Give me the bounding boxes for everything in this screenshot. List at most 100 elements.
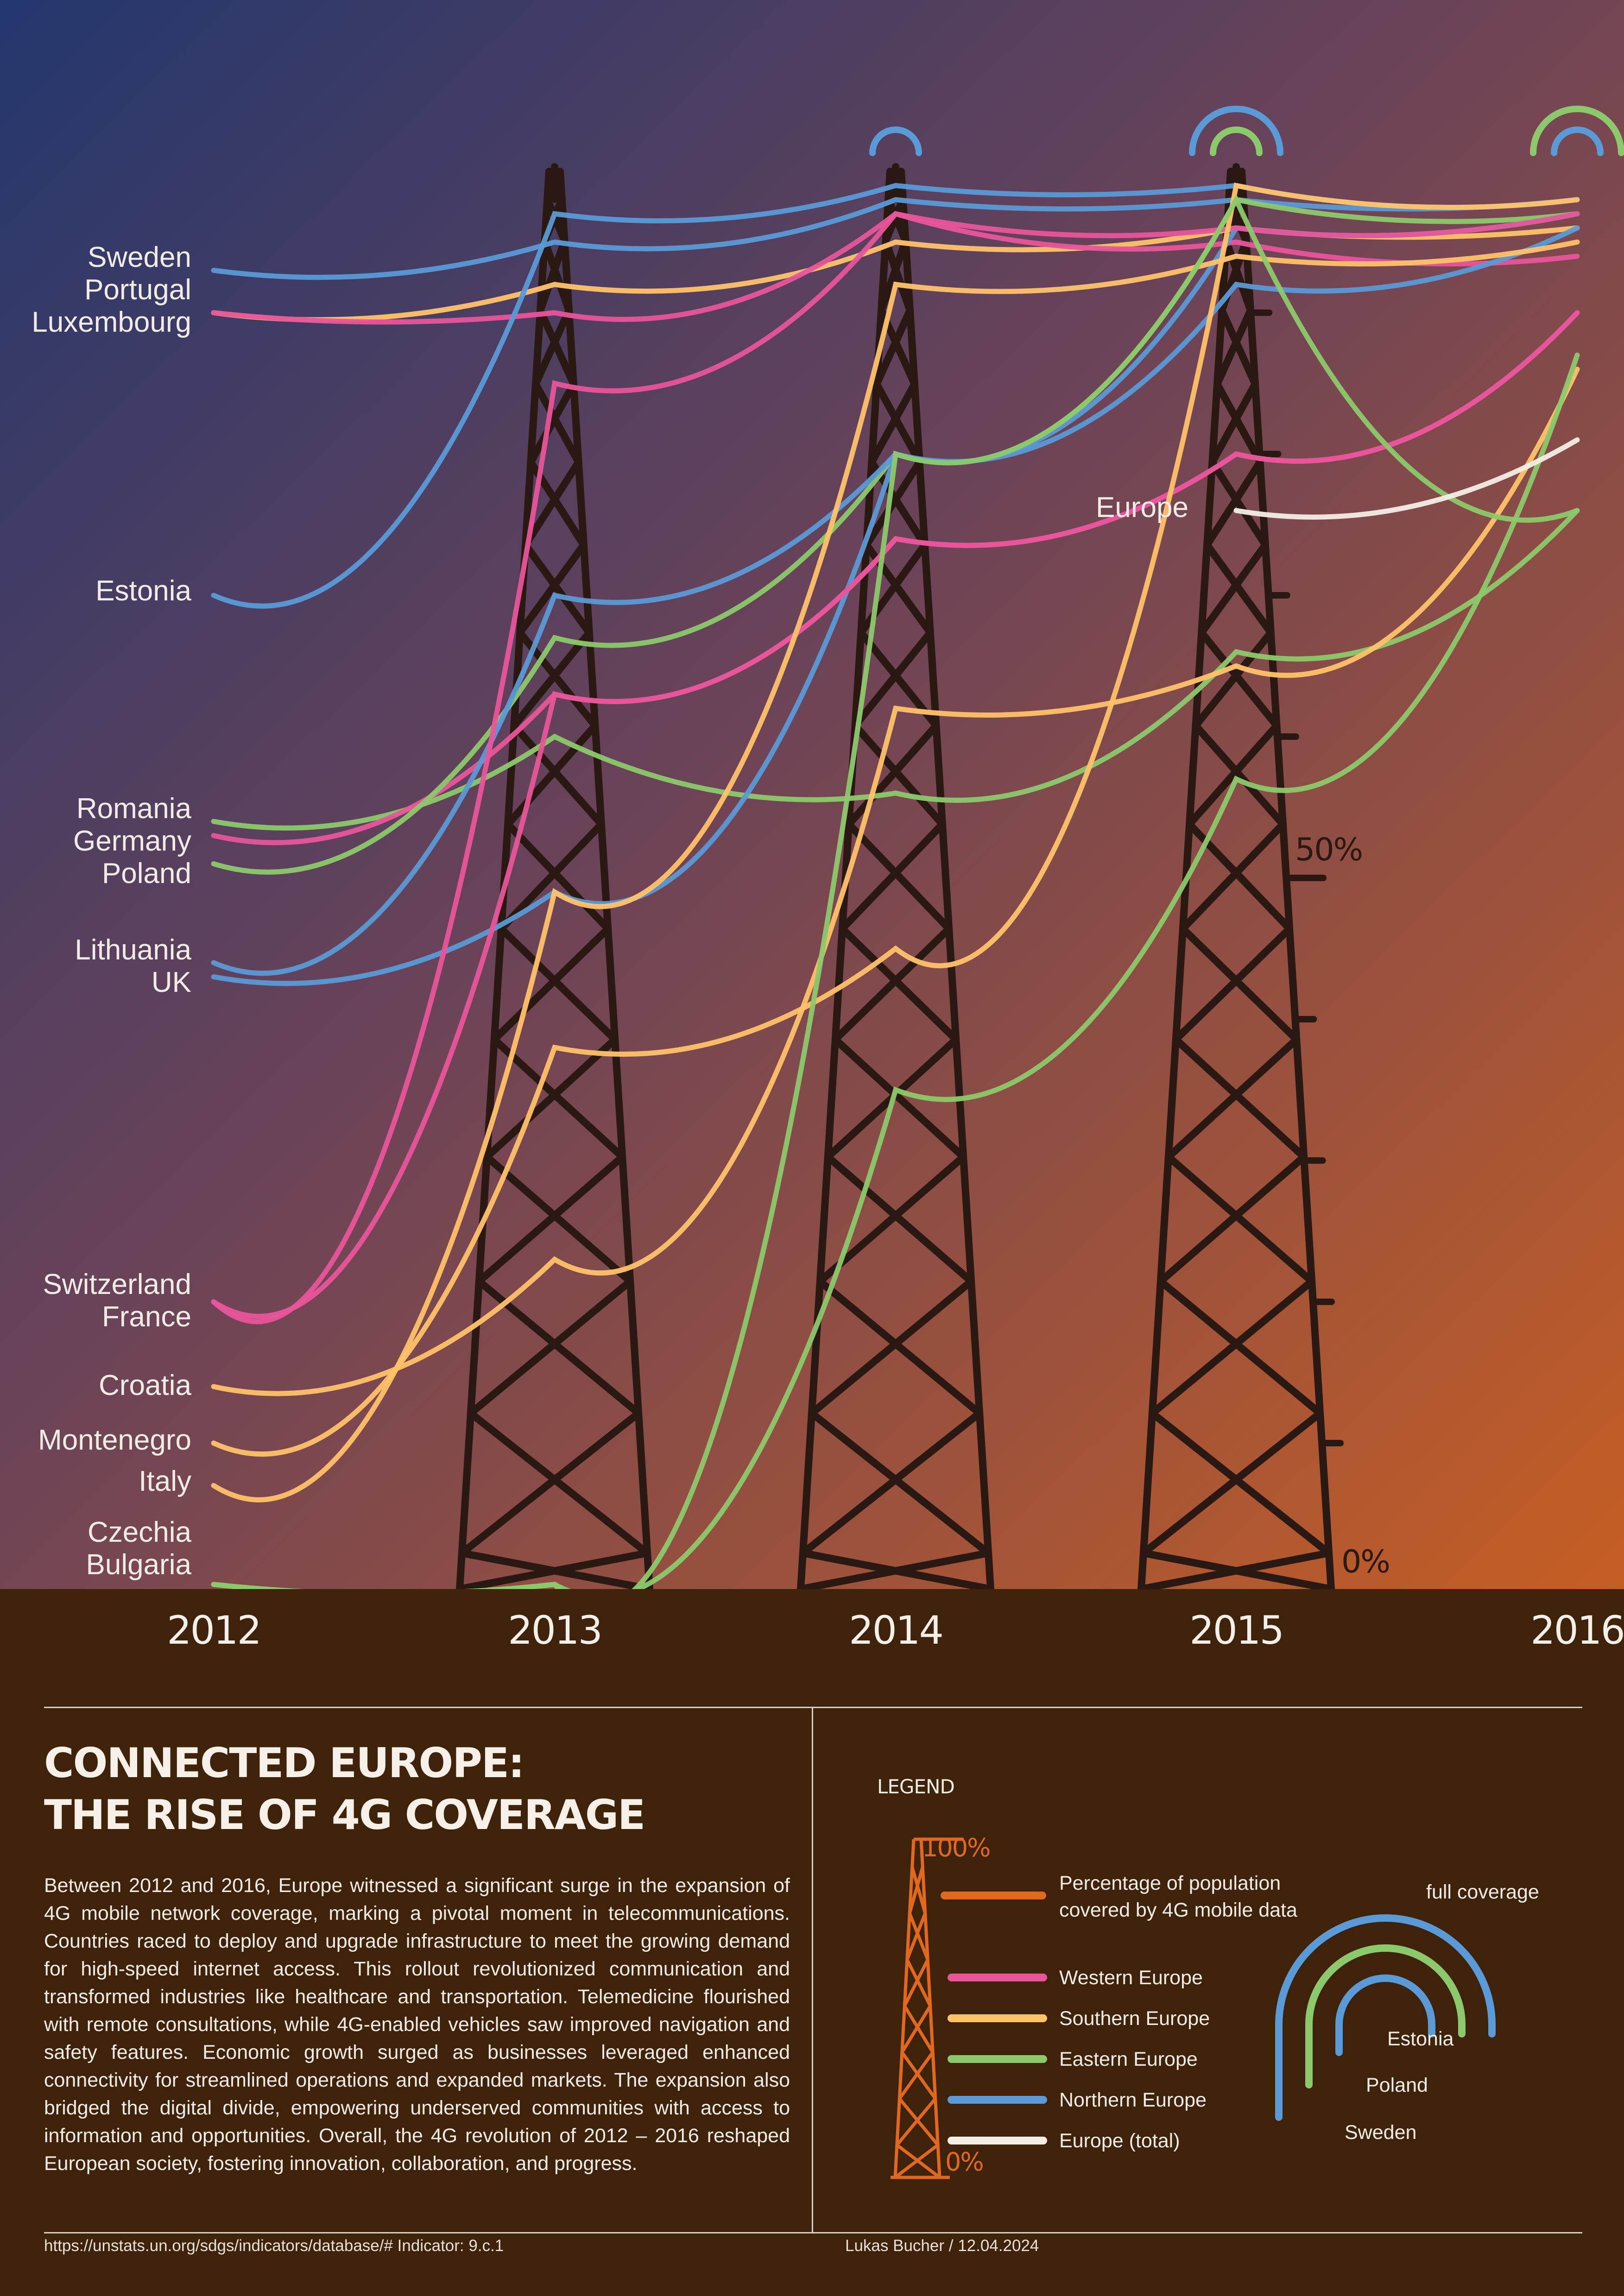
tower-brace bbox=[1203, 541, 1275, 637]
country-label-uk: UK bbox=[151, 966, 191, 998]
legend-tower-swatch bbox=[941, 1892, 1046, 1899]
tower-brace bbox=[873, 380, 923, 466]
coverage-arc-2016 bbox=[1530, 106, 1624, 156]
country-label-montenegro: Montenegro bbox=[38, 1424, 191, 1456]
tower-brace bbox=[1179, 820, 1287, 933]
panel-top-rule bbox=[44, 1707, 1582, 1708]
series-line-europe bbox=[1233, 437, 1580, 520]
legend-tower-brace bbox=[905, 1912, 927, 1961]
country-label-lithuania: Lithuania bbox=[75, 934, 191, 966]
tower-brace bbox=[1172, 1035, 1308, 1161]
tower-brace bbox=[1192, 722, 1287, 828]
tower-brace bbox=[510, 629, 593, 730]
series-line-croatia bbox=[211, 366, 1580, 1396]
legend-tower-brace bbox=[896, 2097, 937, 2146]
legend-tower-icon bbox=[891, 1837, 964, 2179]
series-line-france bbox=[211, 310, 1580, 1319]
description-text: Between 2012 and 2016, Europe witnessed … bbox=[44, 1874, 790, 2175]
tower-brace bbox=[831, 1035, 967, 1161]
tower-brace bbox=[504, 820, 612, 933]
series-lines bbox=[211, 182, 1580, 1589]
footer-source: https://unstats.un.org/sdgs/indicators/d… bbox=[44, 2237, 504, 2255]
footer-author: Lukas Bucher / 12.04.2024 bbox=[845, 2237, 1039, 2255]
legend-tower-brace bbox=[905, 1959, 932, 2007]
legend-tower-caption-1: Percentage of population bbox=[1059, 1872, 1281, 1894]
tower-brace bbox=[1213, 380, 1264, 466]
tower-brace bbox=[799, 1409, 984, 1557]
tower-brace bbox=[1198, 541, 1269, 637]
tower-brace bbox=[532, 307, 573, 388]
legend-swatch-northern-europe bbox=[948, 2096, 1047, 2104]
y-tick-label-50: 50% bbox=[1295, 832, 1363, 868]
legend-arc-poland bbox=[1305, 1944, 1466, 2088]
legend-arc-label-estonia: Estonia bbox=[1387, 2028, 1454, 2050]
tower-brace bbox=[824, 1153, 975, 1285]
country-label-romania: Romania bbox=[76, 793, 191, 825]
series-line-italy bbox=[211, 240, 1580, 1502]
tower-brace bbox=[1179, 925, 1301, 1043]
country-label-bulgaria: Bulgaria bbox=[86, 1549, 191, 1581]
tower-brace bbox=[504, 722, 599, 828]
coverage-arc-2016 bbox=[1551, 126, 1604, 156]
legend-label-eastern-europe: Eastern Europe bbox=[1059, 2048, 1198, 2070]
legend-swatch-southern-europe bbox=[948, 2014, 1047, 2022]
legend-arc-label-poland: Poland bbox=[1366, 2074, 1428, 2096]
y-axis-ticks bbox=[1247, 309, 1344, 1446]
legend-full-coverage-label: full coverage bbox=[1426, 1881, 1539, 1903]
tower-brace bbox=[1156, 1277, 1324, 1417]
tower-brace bbox=[475, 1153, 626, 1285]
tower-leg-right bbox=[556, 168, 653, 1589]
tower-brace bbox=[516, 541, 588, 637]
tower-brace bbox=[797, 1549, 992, 1589]
pylon-tower-1 bbox=[456, 163, 653, 1589]
legend-arc-label-sweden: Sweden bbox=[1345, 2121, 1417, 2144]
legend-title: LEGEND bbox=[877, 1775, 955, 1798]
legend-graphics bbox=[891, 1837, 1496, 2179]
tower-brace bbox=[838, 820, 946, 933]
series-line-romania bbox=[211, 508, 1580, 831]
tower-brace bbox=[882, 196, 907, 245]
legend-tower-brace bbox=[908, 1912, 929, 1961]
x-tick-label-2012: 2012 bbox=[167, 1608, 262, 1653]
tower-brace bbox=[483, 1153, 634, 1285]
series-line-czechia bbox=[211, 353, 1580, 1589]
x-tick-label-2013: 2013 bbox=[508, 1608, 603, 1653]
coverage-arc-2015 bbox=[1189, 106, 1283, 156]
legend-arc-sweden bbox=[1275, 1914, 1496, 2121]
legend-tower-brace bbox=[903, 2005, 935, 2053]
legend-arc-icon bbox=[1275, 1914, 1496, 2121]
tower-brace bbox=[497, 820, 605, 933]
tower-brace bbox=[1218, 307, 1259, 388]
legend-label-europe-total-: Europe (total) bbox=[1059, 2130, 1180, 2152]
tower-brace bbox=[458, 1409, 643, 1557]
legend-label-southern-europe: Southern Europe bbox=[1059, 2007, 1210, 2030]
tower-brace bbox=[1208, 458, 1269, 549]
country-label-luxembourg: Luxembourg bbox=[32, 306, 191, 338]
series-line-lithuania bbox=[211, 225, 1580, 976]
panel-bottom-rule bbox=[44, 2232, 1582, 2233]
legend-tower-brace bbox=[908, 1867, 924, 1914]
tower-brace bbox=[522, 541, 593, 637]
tower-brace bbox=[467, 1409, 651, 1557]
coverage-arc-2015 bbox=[1210, 126, 1263, 156]
tower-brace bbox=[873, 307, 914, 388]
europe-annotation: Europe bbox=[1096, 492, 1188, 524]
tower-brace bbox=[467, 1277, 634, 1417]
country-label-germany: Germany bbox=[73, 825, 191, 857]
tower-brace bbox=[483, 1035, 619, 1161]
tower-brace bbox=[845, 722, 940, 828]
tower-brace bbox=[845, 820, 953, 933]
page-title: CONNECTED EUROPE: THE RISE OF 4G COVERAG… bbox=[44, 1739, 645, 1839]
pylon-towers bbox=[456, 163, 1335, 1589]
tower-brace bbox=[537, 237, 569, 314]
tower-brace bbox=[1203, 458, 1264, 549]
legend-tower-brace bbox=[910, 1867, 927, 1914]
legend-tower-bottom-label: 0% bbox=[945, 2147, 984, 2176]
tower-brace bbox=[882, 237, 914, 314]
series-line-sweden bbox=[211, 197, 1580, 280]
coverage-arc-2014 bbox=[869, 126, 922, 156]
series-line-montenegro bbox=[211, 182, 1580, 1457]
tower-brace bbox=[816, 1153, 967, 1285]
tower-brace bbox=[1213, 307, 1254, 388]
